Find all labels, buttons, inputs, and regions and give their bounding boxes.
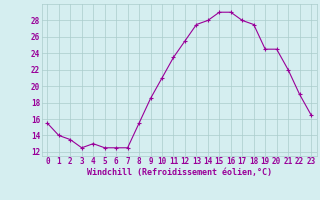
X-axis label: Windchill (Refroidissement éolien,°C): Windchill (Refroidissement éolien,°C) (87, 168, 272, 177)
